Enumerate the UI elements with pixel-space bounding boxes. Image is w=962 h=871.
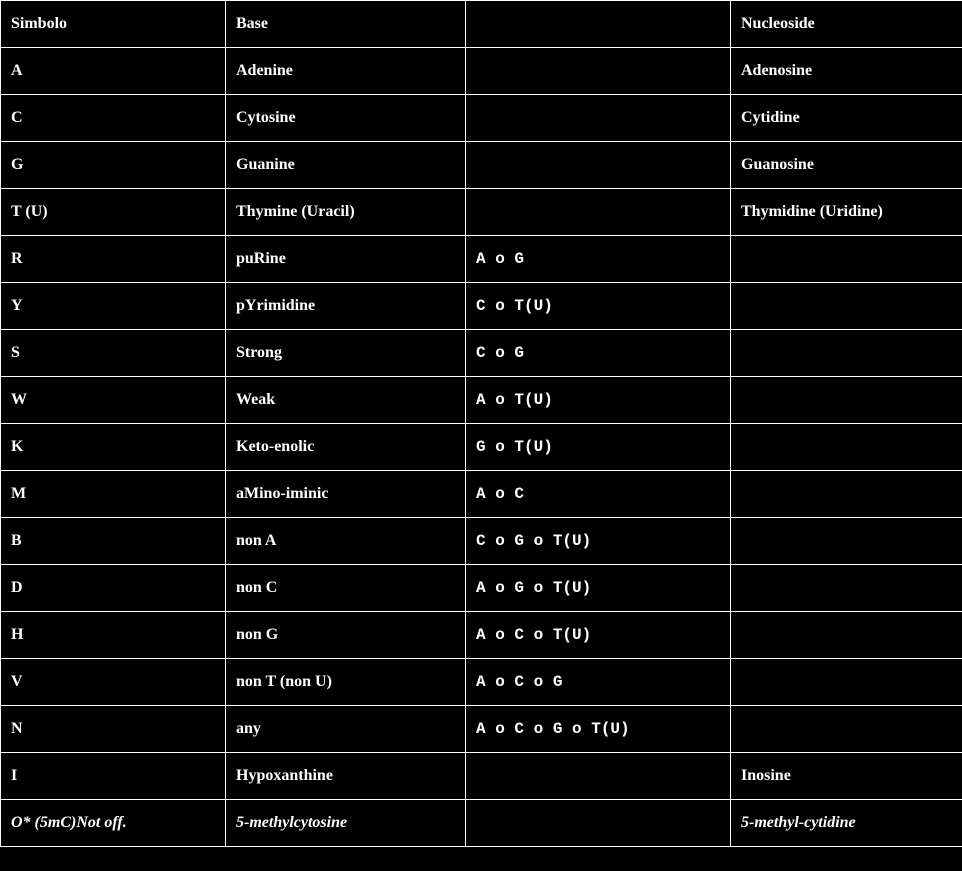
table-row: Bnon AC o G o T(U)	[1, 518, 962, 565]
cell-nucleoside	[731, 518, 962, 565]
cell-base: Keto-enolic	[226, 424, 466, 471]
cell-code: A o C o T(U)	[466, 612, 731, 659]
cell-code	[466, 800, 731, 847]
table-row: WWeakA o T(U)	[1, 377, 962, 424]
table-row: CCytosine Cytidine	[1, 95, 962, 142]
cell-base: Adenine	[226, 48, 466, 95]
cell-base: Hypoxanthine	[226, 753, 466, 800]
cell-simbolo: D	[1, 565, 226, 612]
cell-simbolo: V	[1, 659, 226, 706]
cell-nucleoside: Thymidine (Uridine)	[731, 189, 962, 236]
cell-base: non C	[226, 565, 466, 612]
cell-nucleoside	[731, 612, 962, 659]
cell-base: Guanine	[226, 142, 466, 189]
cell-simbolo: O* (5mC)Not off.	[1, 800, 226, 847]
cell-code	[466, 753, 731, 800]
cell-nucleoside: Cytidine	[731, 95, 962, 142]
table-row: Dnon CA o G o T(U)	[1, 565, 962, 612]
cell-nucleoside: Guanosine	[731, 142, 962, 189]
cell-simbolo: N	[1, 706, 226, 753]
cell-code: A o G o T(U)	[466, 565, 731, 612]
table-row: AAdenine Adenosine	[1, 48, 962, 95]
cell-nucleoside	[731, 471, 962, 518]
cell-simbolo: C	[1, 95, 226, 142]
cell-code	[466, 189, 731, 236]
table-row: MaMino-iminicA o C	[1, 471, 962, 518]
cell-code: A o G	[466, 236, 731, 283]
cell-code	[466, 142, 731, 189]
cell-base: any	[226, 706, 466, 753]
cell-nucleoside	[731, 659, 962, 706]
cell-simbolo: M	[1, 471, 226, 518]
table-row: NanyA o C o G o T(U)	[1, 706, 962, 753]
cell-base: 5-methylcytosine	[226, 800, 466, 847]
cell-code: A o T(U)	[466, 377, 731, 424]
cell-nucleoside: Inosine	[731, 753, 962, 800]
cell-simbolo: I	[1, 753, 226, 800]
cell-simbolo: H	[1, 612, 226, 659]
table-body: Simbolo Base Nucleoside AAdenine Adenosin…	[1, 1, 962, 847]
cell-base: pYrimidine	[226, 283, 466, 330]
cell-simbolo: B	[1, 518, 226, 565]
cell-simbolo: K	[1, 424, 226, 471]
cell-simbolo: A	[1, 48, 226, 95]
cell-base: non A	[226, 518, 466, 565]
cell-nucleoside	[731, 706, 962, 753]
cell-code: A o C	[466, 471, 731, 518]
cell-code: A o C o G o T(U)	[466, 706, 731, 753]
table-row: RpuRineA o G	[1, 236, 962, 283]
cell-code: G o T(U)	[466, 424, 731, 471]
cell-base: aMino-iminic	[226, 471, 466, 518]
cell-simbolo: R	[1, 236, 226, 283]
cell-nucleoside: Adenosine	[731, 48, 962, 95]
col-header-simbolo: Simbolo	[1, 1, 226, 48]
cell-nucleoside: 5-methyl-cytidine	[731, 800, 962, 847]
table-header-row: Simbolo Base Nucleoside	[1, 1, 962, 48]
table-row: YpYrimidineC o T(U)	[1, 283, 962, 330]
cell-nucleoside	[731, 424, 962, 471]
table-row: Vnon T (non U)A o C o G	[1, 659, 962, 706]
cell-nucleoside	[731, 377, 962, 424]
cell-base: non T (non U)	[226, 659, 466, 706]
cell-base: non G	[226, 612, 466, 659]
col-header-base: Base	[226, 1, 466, 48]
cell-code	[466, 95, 731, 142]
cell-base: Strong	[226, 330, 466, 377]
cell-code	[466, 48, 731, 95]
col-header-nucleoside: Nucleoside	[731, 1, 962, 48]
cell-simbolo: G	[1, 142, 226, 189]
table-row: SStrongC o G	[1, 330, 962, 377]
cell-code: A o C o G	[466, 659, 731, 706]
cell-base: puRine	[226, 236, 466, 283]
cell-simbolo: S	[1, 330, 226, 377]
table-row: GGuanine Guanosine	[1, 142, 962, 189]
cell-nucleoside	[731, 565, 962, 612]
table-row: KKeto-enolicG o T(U)	[1, 424, 962, 471]
cell-simbolo: W	[1, 377, 226, 424]
cell-code: C o G o T(U)	[466, 518, 731, 565]
cell-simbolo: T (U)	[1, 189, 226, 236]
cell-nucleoside	[731, 283, 962, 330]
cell-simbolo: Y	[1, 283, 226, 330]
table-row: O* (5mC)Not off.5-methylcytosine 5-methyl…	[1, 800, 962, 847]
table-row: IHypoxanthine Inosine	[1, 753, 962, 800]
cell-nucleoside	[731, 236, 962, 283]
cell-code: C o G	[466, 330, 731, 377]
col-header-code	[466, 1, 731, 48]
cell-code: C o T(U)	[466, 283, 731, 330]
cell-base: Thymine (Uracil)	[226, 189, 466, 236]
cell-base: Cytosine	[226, 95, 466, 142]
nucleotide-table: Simbolo Base Nucleoside AAdenine Adenosin…	[0, 0, 962, 847]
cell-base: Weak	[226, 377, 466, 424]
table-row: T (U)Thymine (Uracil) Thymidine (Uridine)	[1, 189, 962, 236]
table-row: Hnon GA o C o T(U)	[1, 612, 962, 659]
cell-nucleoside	[731, 330, 962, 377]
